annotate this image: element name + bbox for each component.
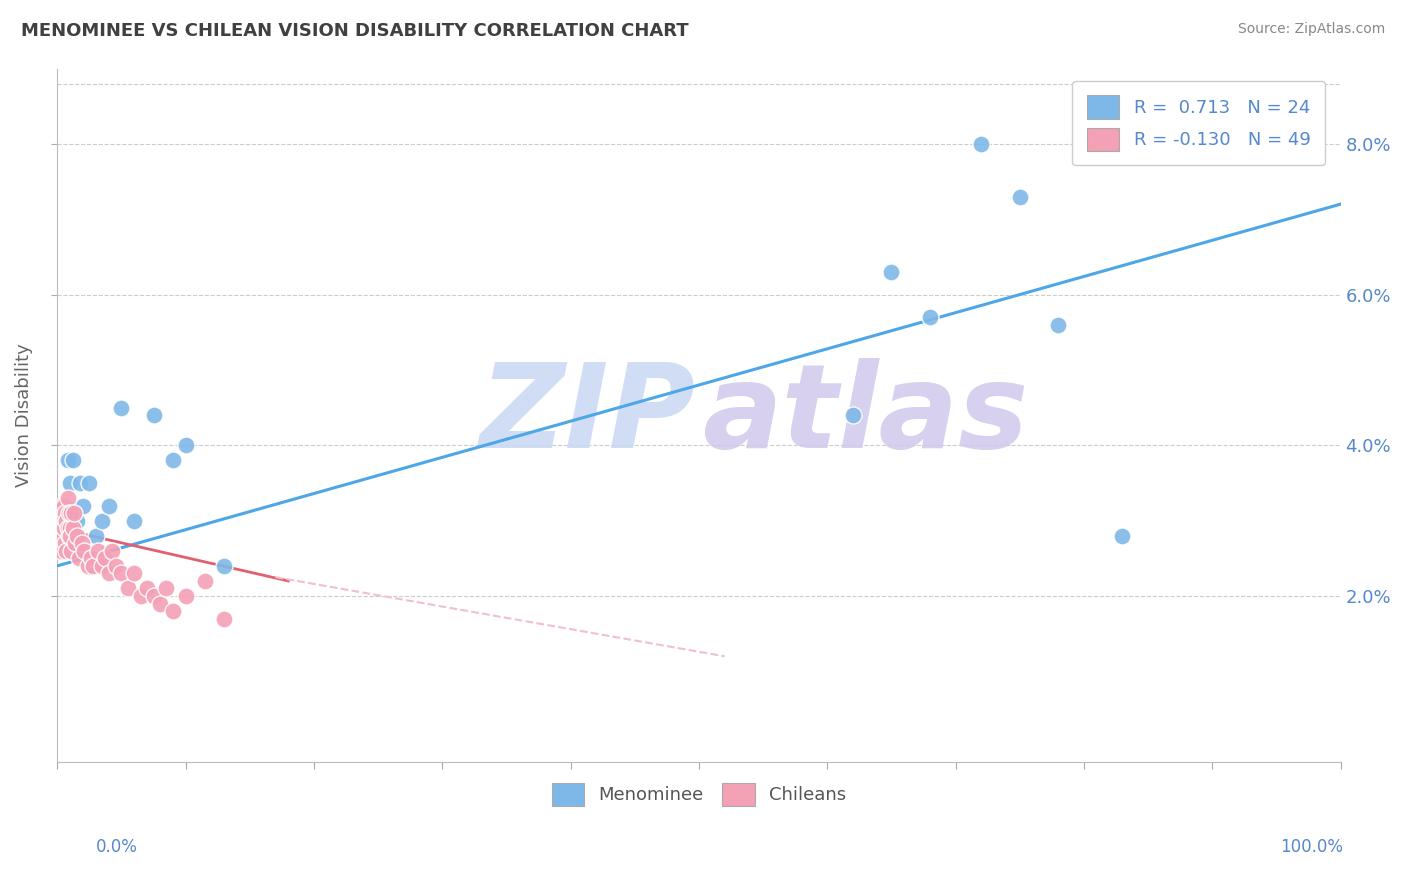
Text: Source: ZipAtlas.com: Source: ZipAtlas.com: [1237, 22, 1385, 37]
Point: [162, 604, 184, 618]
Point: [56, 521, 79, 535]
Point: [63, 506, 86, 520]
Point: [49, 514, 72, 528]
Point: [53, 536, 76, 550]
Point: [72, 499, 94, 513]
Legend: Menominee, Chileans: Menominee, Chileans: [543, 774, 855, 815]
Point: [174, 438, 197, 452]
Point: [918, 310, 941, 325]
Point: [162, 453, 184, 467]
Point: [842, 408, 865, 422]
Point: [59, 475, 82, 490]
Point: [79, 475, 101, 490]
Point: [105, 558, 128, 573]
Point: [58, 506, 80, 520]
Point: [49, 499, 72, 513]
Text: ZIP: ZIP: [479, 358, 695, 473]
Point: [91, 514, 114, 528]
Point: [65, 536, 87, 550]
Point: [87, 543, 110, 558]
Point: [62, 521, 84, 535]
Point: [58, 529, 80, 543]
Point: [142, 408, 165, 422]
Point: [82, 558, 104, 573]
Point: [59, 521, 82, 535]
Point: [124, 514, 146, 528]
Point: [97, 499, 120, 513]
Point: [1047, 318, 1070, 332]
Text: 100.0%: 100.0%: [1279, 838, 1343, 856]
Point: [49, 543, 72, 558]
Point: [60, 506, 83, 520]
Point: [212, 558, 235, 573]
Point: [1008, 189, 1031, 203]
Point: [101, 543, 124, 558]
Point: [56, 491, 79, 505]
Point: [149, 597, 172, 611]
Point: [110, 566, 132, 581]
Point: [52, 521, 75, 535]
Point: [73, 543, 96, 558]
Point: [129, 589, 152, 603]
Text: atlas: atlas: [703, 358, 1029, 473]
Point: [77, 558, 100, 573]
Point: [136, 582, 159, 596]
Point: [880, 265, 903, 279]
Point: [51, 506, 73, 520]
Point: [60, 543, 83, 558]
Point: [51, 529, 73, 543]
Point: [48, 529, 70, 543]
Text: 0.0%: 0.0%: [96, 838, 138, 856]
Point: [117, 582, 139, 596]
Point: [1111, 529, 1133, 543]
Point: [52, 514, 75, 528]
Point: [53, 506, 76, 520]
Point: [212, 611, 235, 625]
Point: [94, 551, 117, 566]
Point: [65, 514, 87, 528]
Point: [84, 529, 107, 543]
Point: [62, 453, 84, 467]
Point: [56, 453, 79, 467]
Point: [65, 529, 87, 543]
Point: [55, 514, 77, 528]
Point: [97, 566, 120, 581]
Point: [67, 551, 90, 566]
Point: [69, 475, 91, 490]
Text: MENOMINEE VS CHILEAN VISION DISABILITY CORRELATION CHART: MENOMINEE VS CHILEAN VISION DISABILITY C…: [21, 22, 689, 40]
Point: [49, 536, 72, 550]
Point: [110, 401, 132, 415]
Point: [142, 589, 165, 603]
Point: [155, 582, 177, 596]
Y-axis label: Vision Disability: Vision Disability: [15, 343, 32, 487]
Point: [55, 543, 77, 558]
Point: [79, 551, 101, 566]
Point: [174, 589, 197, 603]
Point: [124, 566, 146, 581]
Point: [52, 499, 75, 513]
Point: [194, 574, 217, 588]
Point: [59, 529, 82, 543]
Point: [91, 558, 114, 573]
Point: [70, 536, 93, 550]
Point: [970, 136, 993, 151]
